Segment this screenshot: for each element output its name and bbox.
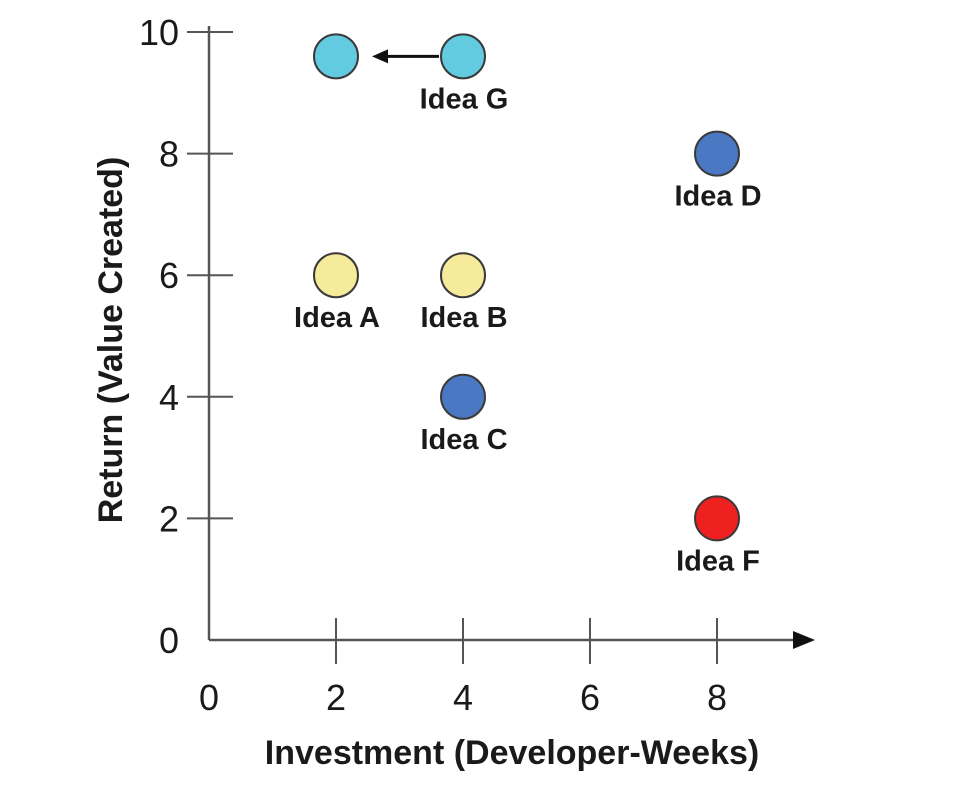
- axis-ticks: 0 2 4 6 8 10 0 2 4 6 8: [139, 12, 727, 718]
- point-idea-a: [313, 252, 359, 299]
- point-idea-g: [440, 33, 486, 80]
- label-idea-d: Idea D: [674, 181, 761, 213]
- label-idea-b: Idea B: [420, 302, 507, 334]
- label-idea-a: Idea A: [294, 302, 380, 334]
- point-idea-d: [694, 130, 740, 177]
- annotations: [372, 49, 439, 64]
- label-idea-c: Idea C: [420, 424, 507, 456]
- data-points: [313, 33, 740, 542]
- point-idea-c: [440, 373, 486, 420]
- x-tick-label: 0: [199, 677, 219, 718]
- x-tick-label: 2: [326, 677, 346, 718]
- axes: [207, 26, 815, 649]
- y-tick-label: 0: [159, 620, 179, 661]
- point-labels: Idea A Idea B Idea C Idea D Idea F Idea G: [294, 83, 761, 577]
- label-idea-f: Idea F: [676, 545, 760, 577]
- y-tick-label: 10: [139, 12, 179, 53]
- label-idea-g: Idea G: [420, 83, 509, 115]
- x-axis-arrowhead: [793, 631, 815, 649]
- move-arrowhead: [372, 49, 388, 64]
- point-idea-f: [694, 495, 740, 542]
- point-idea-b: [440, 252, 486, 299]
- point-origin: [313, 33, 359, 80]
- x-tick-label: 6: [580, 677, 600, 718]
- y-axis-title: Return (Value Created): [92, 157, 130, 524]
- x-tick-label: 8: [707, 677, 727, 718]
- y-tick-label: 8: [159, 134, 179, 175]
- y-tick-label: 2: [159, 498, 179, 539]
- y-tick-label: 6: [159, 255, 179, 296]
- x-tick-label: 4: [453, 677, 473, 718]
- x-axis-title: Investment (Developer-Weeks): [265, 734, 759, 772]
- y-tick-label: 4: [159, 377, 179, 418]
